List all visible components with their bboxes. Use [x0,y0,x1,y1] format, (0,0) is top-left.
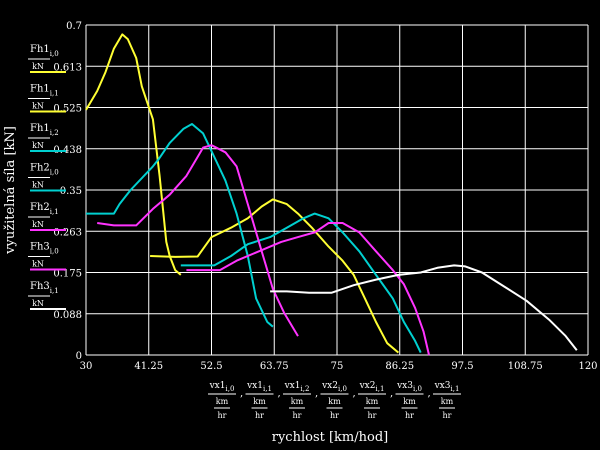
y-tick-label: 0.613 [53,62,82,73]
legend-denominator: kN [32,299,44,308]
y-tick-label: 0.175 [53,269,82,280]
y-legend-item: Fh2i,1 kN [28,202,66,231]
legend-den-bot: hr [255,411,264,420]
legend-numerator: Fh1i,2 [30,123,59,137]
legend-numerator: vx1i,1 [246,381,272,393]
legend-denominator: kN [32,141,44,150]
x-legend-item: vx3i,0 km hr, [395,381,431,420]
legend-den-bot: hr [218,411,227,420]
legend-numerator: Fh2i,0 [30,163,59,177]
x-legend-item: vx1i,0 km hr, [208,381,243,420]
y-tick-label: 0.35 [60,186,82,197]
legend-separator: , [353,388,356,399]
legend-denominator: kN [32,260,44,269]
legend-den-top: km [216,397,229,406]
legend-den-top: km [366,397,379,406]
x-tick-label: 108.75 [508,361,543,372]
legend-den-top: km [253,397,266,406]
x-tick-label: 75 [331,361,344,372]
y-legend-item: Fh1i,1 kN [28,84,66,113]
legend-numerator: Fh3i,1 [30,281,59,295]
legend-den-bot: hr [405,411,414,420]
y-legend-item: Fh1i,0 kN [28,44,66,73]
legend-separator: , [315,388,318,399]
x-legend-item: vx2i,1 km hr, [358,381,393,420]
x-tick-label: 97.5 [451,361,473,372]
series-line-1 [150,198,400,354]
y-tick-label: 0.525 [53,104,82,115]
y-axis-label: využitelná síla [kN] [3,126,18,255]
x-tick-label: 120 [578,361,597,372]
legend-den-bot: hr [293,411,302,420]
y-tick-label: 0.088 [53,310,82,321]
legend-den-bot: hr [330,411,339,420]
series-line-6 [270,264,578,351]
legend-separator: , [390,388,393,399]
legend-den-top: km [291,397,304,406]
legend-numerator: Fh1i,1 [30,84,59,98]
y-legend-item: Fh1i,2 kN [28,123,66,152]
legend-separator: , [240,388,243,399]
x-axis-label: rychlost [km/hod] [272,430,388,445]
legend-den-bot: hr [368,411,377,420]
legend-separator: , [428,388,431,399]
x-legend-item: vx1i,1 km hr, [245,381,281,420]
legend-den-top: km [328,397,341,406]
legend-denominator: kN [32,102,44,111]
x-tick-label: 86.25 [385,361,414,372]
x-legend: vx1i,0kmhr,vx1i,1kmhr,vx1i,2kmhr,vx2i,0k… [208,381,461,420]
x-legend-item: vx3i,1 km hr [433,381,461,420]
x-legend-item: vx1i,2 km hr, [283,381,318,420]
y-tick-label: 0.263 [53,227,82,238]
x-legend-item: vx2i,0 km hr, [320,381,356,420]
series-line-0 [85,33,182,276]
y-legend: Fh1i,0 kN Fh1i,1 kN Fh1i,2 kN Fh2i,0 kN Fh2i,1 kN… [28,44,66,310]
y-legend-item: Fh3i,0 kN [28,242,66,271]
x-tick-label: 63.75 [260,361,289,372]
legend-numerator: vx1i,2 [284,381,310,393]
legend-den-top: km [403,397,416,406]
legend-den-bot: hr [443,411,452,420]
legend-denominator: kN [32,181,44,190]
legend-numerator: vx1i,0 [209,381,235,393]
series-lines [85,33,578,356]
legend-den-top: km [441,397,454,406]
x-tick-label: 52.5 [200,361,222,372]
series-line-3 [180,212,422,354]
legend-numerator: vx2i,1 [359,381,385,393]
legend-numerator: Fh2i,1 [30,202,59,216]
grid [85,24,589,356]
y-legend-item: Fh3i,1 kN [28,281,66,310]
legend-numerator: Fh3i,0 [30,242,59,256]
legend-numerator: Fh1i,0 [30,44,59,58]
legend-numerator: vx3i,0 [396,381,422,393]
legend-denominator: kN [32,62,44,71]
y-tick-label: 0.7 [66,21,82,32]
x-tick-label: 30 [80,361,93,372]
x-tick-label: 41.25 [134,361,163,372]
y-tick-label: 0.438 [53,145,82,156]
x-tick-labels: 30 41.25 52.5 63.75 75 86.25 97.5 108.75 120 [80,361,598,372]
y-tick-labels: 0 0.088 0.175 0.263 0.35 0.438 0.525 0.613 0.7 [53,21,82,362]
y-tick-label: 0 [76,351,82,362]
legend-numerator: vx3i,1 [434,381,460,393]
y-legend-item: Fh2i,0 kN [28,163,66,192]
legend-denominator: kN [32,220,44,229]
series-line-4 [97,144,299,337]
series-line-5 [186,222,430,356]
series-line-2 [86,123,274,328]
legend-separator: , [278,388,281,399]
legend-numerator: vx2i,0 [321,381,347,393]
